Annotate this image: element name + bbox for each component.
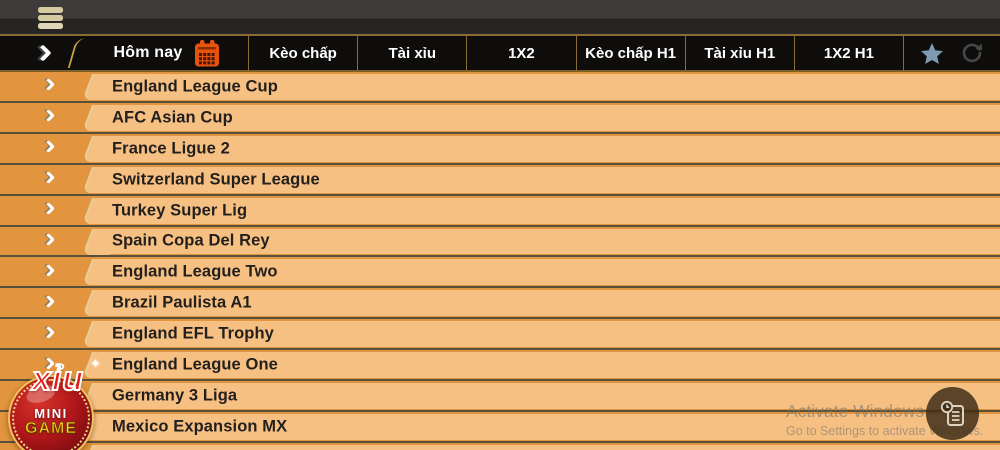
top-bar <box>0 0 1000 34</box>
league-strip: England League One <box>100 352 1000 379</box>
league-row-england-league-one[interactable]: England League One <box>0 350 1000 382</box>
chevron-right-icon <box>42 171 55 185</box>
league-strip: Mexico Expansion MX <box>100 413 1000 440</box>
league-row-afc-asian-cup[interactable]: AFC Asian Cup <box>0 102 1000 134</box>
mini-game-circle <box>8 375 94 450</box>
league-label: AFC Asian Cup <box>112 108 233 127</box>
tab-tai-xiu-h1[interactable]: Tài xỉu H1 <box>684 36 794 70</box>
chevron-right-icon <box>42 78 55 92</box>
league-strip: Brazil Paulista A1 <box>100 290 1000 317</box>
favorites-button[interactable] <box>920 42 944 65</box>
league-label: Germany 3 Liga <box>112 386 238 405</box>
league-label: Mexico Expansion MX <box>112 417 288 436</box>
nav-icon-group <box>903 36 1000 70</box>
league-label: England League One <box>112 355 278 374</box>
league-strip: France Ligue 2 <box>100 135 1000 162</box>
match-history-button[interactable] <box>926 387 979 440</box>
tab-tai-xiu[interactable]: Tài xỉu <box>357 36 466 70</box>
league-strip: Spain Copa Del Rey <box>100 228 1000 255</box>
mini-game-badge[interactable]: xỉu MINI GAME ✦ <box>6 356 106 450</box>
date-selector-today[interactable]: Hôm nay <box>86 36 248 70</box>
league-row-germany-3-liga[interactable]: Germany 3 Liga <box>0 381 1000 412</box>
chevron-right-icon <box>34 44 52 62</box>
league-label: England EFL Trophy <box>112 324 274 343</box>
hamburger-bar <box>38 23 63 29</box>
chevron-right-icon <box>42 325 55 339</box>
mini-game-xiu-text: xỉu <box>31 359 85 399</box>
refresh-button[interactable] <box>960 41 984 65</box>
chevron-right-icon <box>42 140 55 154</box>
league-label: Switzerland Super League <box>112 170 320 189</box>
league-row-england-league-two[interactable]: England League Two <box>0 257 1000 289</box>
league-label: England League Cup <box>112 77 278 96</box>
league-label: Brazil Paulista A1 <box>112 293 252 312</box>
league-row-brazil-paulista-a1[interactable]: Brazil Paulista A1 <box>0 288 1000 320</box>
match-history-icon <box>940 400 964 426</box>
mini-game-game-text: GAME <box>25 420 77 438</box>
league-row-spain-copa-del-rey[interactable]: Spain Copa Del Rey <box>0 226 1000 258</box>
league-row-partial[interactable] <box>0 442 1000 450</box>
market-nav-bar: Hôm nay Kèo chấp Tài xỉu 1X2 Kèo chấp H1… <box>0 34 1000 72</box>
league-label: France Ligue 2 <box>112 139 230 158</box>
hamburger-menu-icon[interactable] <box>38 7 63 29</box>
tab-1x2-h1[interactable]: 1X2 H1 <box>793 36 903 70</box>
league-label: England League Two <box>112 262 278 281</box>
league-strip: England EFL Trophy <box>100 321 1000 348</box>
chevron-right-icon <box>42 202 55 215</box>
league-list: England League Cup AFC Asian Cup France … <box>0 72 1000 450</box>
league-row-england-efl-trophy[interactable]: England EFL Trophy <box>0 319 1000 351</box>
star-icon <box>921 42 944 64</box>
league-strip: Germany 3 Liga <box>100 383 1000 409</box>
tab-1x2[interactable]: 1X2 <box>466 36 575 70</box>
league-row-turkey-super-lig[interactable]: Turkey Super Lig <box>0 195 1000 227</box>
chevron-right-icon <box>42 294 55 308</box>
league-strip: England League Two <box>100 259 1000 286</box>
today-label: Hôm nay <box>113 44 183 61</box>
tab-keo-chap[interactable]: Kèo chấp <box>248 36 357 70</box>
chevron-right-icon <box>42 109 55 123</box>
league-label: Turkey Super Lig <box>112 201 248 220</box>
calendar-icon <box>195 39 220 66</box>
hamburger-bar <box>38 7 63 13</box>
refresh-icon <box>962 43 983 63</box>
league-row-switzerland-super-league[interactable]: Switzerland Super League <box>0 164 1000 196</box>
expand-all-button[interactable] <box>0 36 86 70</box>
league-strip <box>100 444 1000 450</box>
chevron-right-icon <box>42 233 55 246</box>
league-strip: AFC Asian Cup <box>100 104 1000 131</box>
league-label: Spain Copa Del Rey <box>112 231 270 250</box>
chevron-right-icon <box>42 264 55 277</box>
sparkle-icon: ✦ <box>90 356 101 371</box>
league-strip: Switzerland Super League <box>100 166 1000 193</box>
league-row-france-ligue-2[interactable]: France Ligue 2 <box>0 133 1000 165</box>
league-strip: England League Cup <box>100 74 1000 100</box>
league-row-mexico-expansion-mx[interactable]: Mexico Expansion MX <box>0 411 1000 443</box>
league-row-england-league-cup[interactable]: England League Cup <box>0 72 1000 103</box>
hamburger-bar <box>38 15 63 21</box>
tab-keo-chap-h1[interactable]: Kèo chấp H1 <box>575 36 685 70</box>
league-strip: Turkey Super Lig <box>100 197 1000 224</box>
mini-game-mini-text: MINI <box>34 406 68 421</box>
